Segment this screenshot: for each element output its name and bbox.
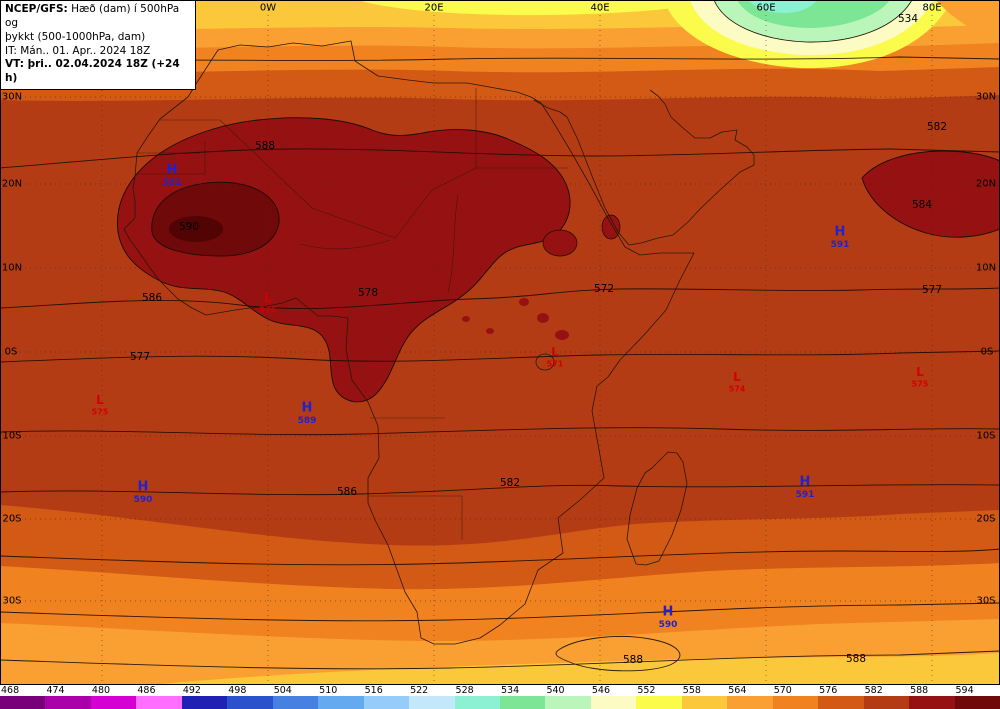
legend-value: 510 [318,685,364,696]
legend-value: 474 [45,685,91,696]
model-name: NCEP/GFS: [5,3,68,15]
country-borders [135,88,568,540]
legend-cell: 516 [363,685,410,709]
legend-value: 576 [818,685,864,696]
legend-value: 528 [454,685,500,696]
legend-cell: 486 [136,685,182,709]
legend-cell: 504 [272,685,319,709]
legend-swatch [909,696,955,709]
legend-cell: 498 [227,685,273,709]
valid-time: VT: þri.. 02.04.2024 18Z (+24 h) [5,58,180,85]
legend-swatch [772,696,819,709]
legend-cell: 564 [727,685,773,709]
info-box: NCEP/GFS: Hæð (dam) í 500hPa og þykkt (5… [0,0,196,91]
thickness-core-east [861,150,1000,238]
legend-value: 594 [954,685,1000,696]
legend-cell: 546 [590,685,637,709]
lat-lon-grid [0,0,1000,685]
lake-victoria [535,353,555,371]
legend-value: 552 [636,685,682,696]
legend-value: 468 [0,685,46,696]
legend-swatch [318,696,364,709]
legend-cell: 552 [636,685,682,709]
legend-swatch [45,696,91,709]
madagascar-coastline [626,451,688,566]
legend-cell: 570 [772,685,819,709]
legend-cell: 594 [954,685,1000,709]
legend-value: 540 [545,685,591,696]
legend-cell: 468 [0,685,46,709]
legend-value: 582 [863,685,910,696]
legend-swatch [227,696,273,709]
legend-cell: 528 [454,685,500,709]
legend-swatch [681,696,728,709]
legend-cell: 558 [681,685,728,709]
legend-value: 564 [727,685,773,696]
thickness-darkest-spot [169,216,223,242]
legend-cell: 540 [545,685,591,709]
legend-swatch [90,696,137,709]
legend-swatch [636,696,682,709]
legend-swatch [272,696,319,709]
africa-coastline [123,40,695,645]
legend-value: 570 [772,685,819,696]
legend-value: 534 [499,685,546,696]
legend-swatch [499,696,546,709]
legend-swatch [454,696,500,709]
legend-cell: 510 [318,685,364,709]
legend-swatch [409,696,455,709]
legend-swatch [590,696,637,709]
thickness-shading [0,0,1000,685]
legend-value: 588 [909,685,955,696]
legend-cell: 576 [818,685,864,709]
init-time: IT: Mán.. 01. Apr.. 2024 18Z [5,44,151,57]
legend-value: 522 [409,685,455,696]
arabia-coastline [533,89,755,246]
legend-swatch [363,696,410,709]
legend-value: 480 [90,685,137,696]
legend-colorbar: 468 474 480 486 492 498 504 510 516 522 528 534 540 5… [0,684,1000,709]
legend-cell: 534 [499,685,546,709]
legend-value: 558 [681,685,728,696]
legend-swatch [818,696,864,709]
legend-value: 504 [272,685,319,696]
coastlines [123,40,755,645]
legend-cell: 588 [909,685,955,709]
legend-value: 498 [227,685,273,696]
info-title-line2: þykkt (500-1000hPa, dam) [5,30,146,43]
legend-swatch [863,696,910,709]
legend-cell: 522 [409,685,455,709]
legend-value: 486 [136,685,182,696]
legend-swatch [181,696,228,709]
legend-swatch [136,696,182,709]
map-canvas [0,0,1000,685]
legend-cell: 582 [863,685,910,709]
info-title-line1: NCEP/GFS: Hæð (dam) í 500hPa og [5,3,180,29]
legend-value: 492 [181,685,228,696]
legend-cell: 474 [45,685,91,709]
legend-value: 516 [363,685,410,696]
legend-cell: 480 [90,685,137,709]
legend-swatch [727,696,773,709]
legend-swatch [545,696,591,709]
legend-swatch [0,696,46,709]
legend-swatch [954,696,1000,709]
legend-cell: 492 [181,685,228,709]
legend-value: 546 [590,685,637,696]
